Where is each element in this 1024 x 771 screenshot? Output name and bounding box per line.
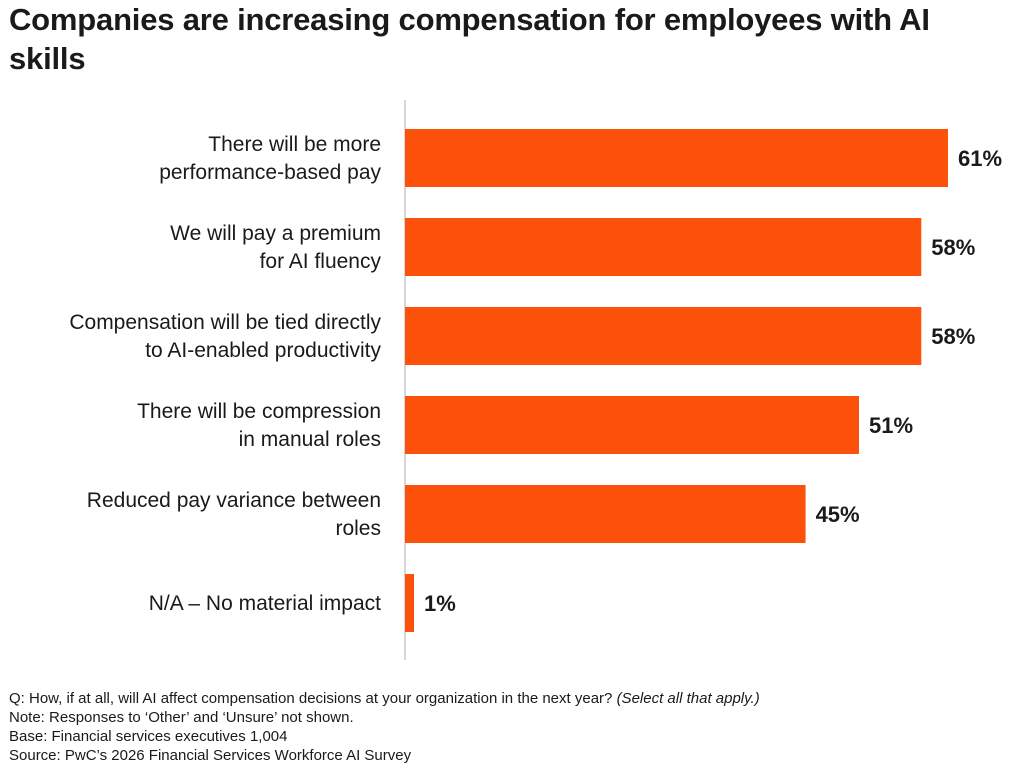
bar-5 [405, 485, 806, 543]
value-label-4: 51% [869, 413, 913, 438]
category-label-2: We will pay a premium for AI fluency [170, 222, 381, 273]
footnote-source: Source: PwC’s 2026 Financial Services Wo… [9, 747, 412, 764]
value-label-1: 61% [958, 146, 1002, 171]
category-label-4: There will be compression in manual roles [137, 400, 381, 451]
question-text: Q: How, if at all, will AI affect compen… [9, 690, 613, 707]
footnote-base: Base: Financial services executives 1,00… [9, 728, 288, 745]
value-label-3: 58% [931, 324, 975, 349]
bar-chart: 61% There will be more performance-based p… [69, 100, 1002, 660]
bar-3 [405, 307, 922, 365]
bar-6 [405, 574, 414, 632]
question-note: (Select all that apply.) [616, 690, 760, 707]
value-label-2: 58% [931, 235, 975, 260]
category-label-3: Compensation will be tied directly to AI-… [69, 311, 381, 362]
footnote-note: Note: Responses to ‘Other’ and ‘Unsure’ … [9, 709, 354, 726]
bar-4 [405, 396, 859, 454]
category-label-1: There will be more performance-based pay [159, 133, 381, 184]
category-label-5: Reduced pay variance between roles [87, 489, 381, 540]
chart-title: Companies are increasing compensation fo… [9, 2, 930, 76]
footnotes: Q: How, if at all, will AI affect compen… [9, 689, 1009, 765]
value-label-6: 1% [424, 591, 456, 616]
bar-2 [405, 218, 922, 276]
footnote-question: Q: How, if at all, will AI affect compen… [9, 689, 1009, 708]
bar-1 [405, 129, 948, 187]
category-label-6: N/A – No material impact [149, 592, 381, 615]
value-label-5: 45% [816, 502, 860, 527]
